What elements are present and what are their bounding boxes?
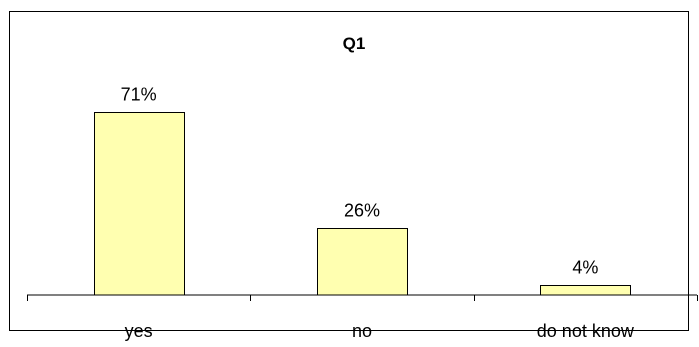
data-label-do-not-know: 4% [572,258,598,278]
data-label-no: 26% [344,201,380,221]
data-labels-layer: 71% 26% 4% [121,85,599,278]
x-tick-label-yes: yes [125,321,153,341]
bars-layer [94,112,631,296]
data-label-yes: 71% [121,85,157,105]
x-tick-label-do-not-know: do not know [537,321,635,341]
bar-do-not-know [540,285,631,296]
bar-no [317,228,408,296]
chart-title: Q1 [343,34,366,53]
bar-yes [94,112,185,296]
x-axis: yes no do not know [27,294,698,341]
x-tick-label-no: no [352,321,372,341]
